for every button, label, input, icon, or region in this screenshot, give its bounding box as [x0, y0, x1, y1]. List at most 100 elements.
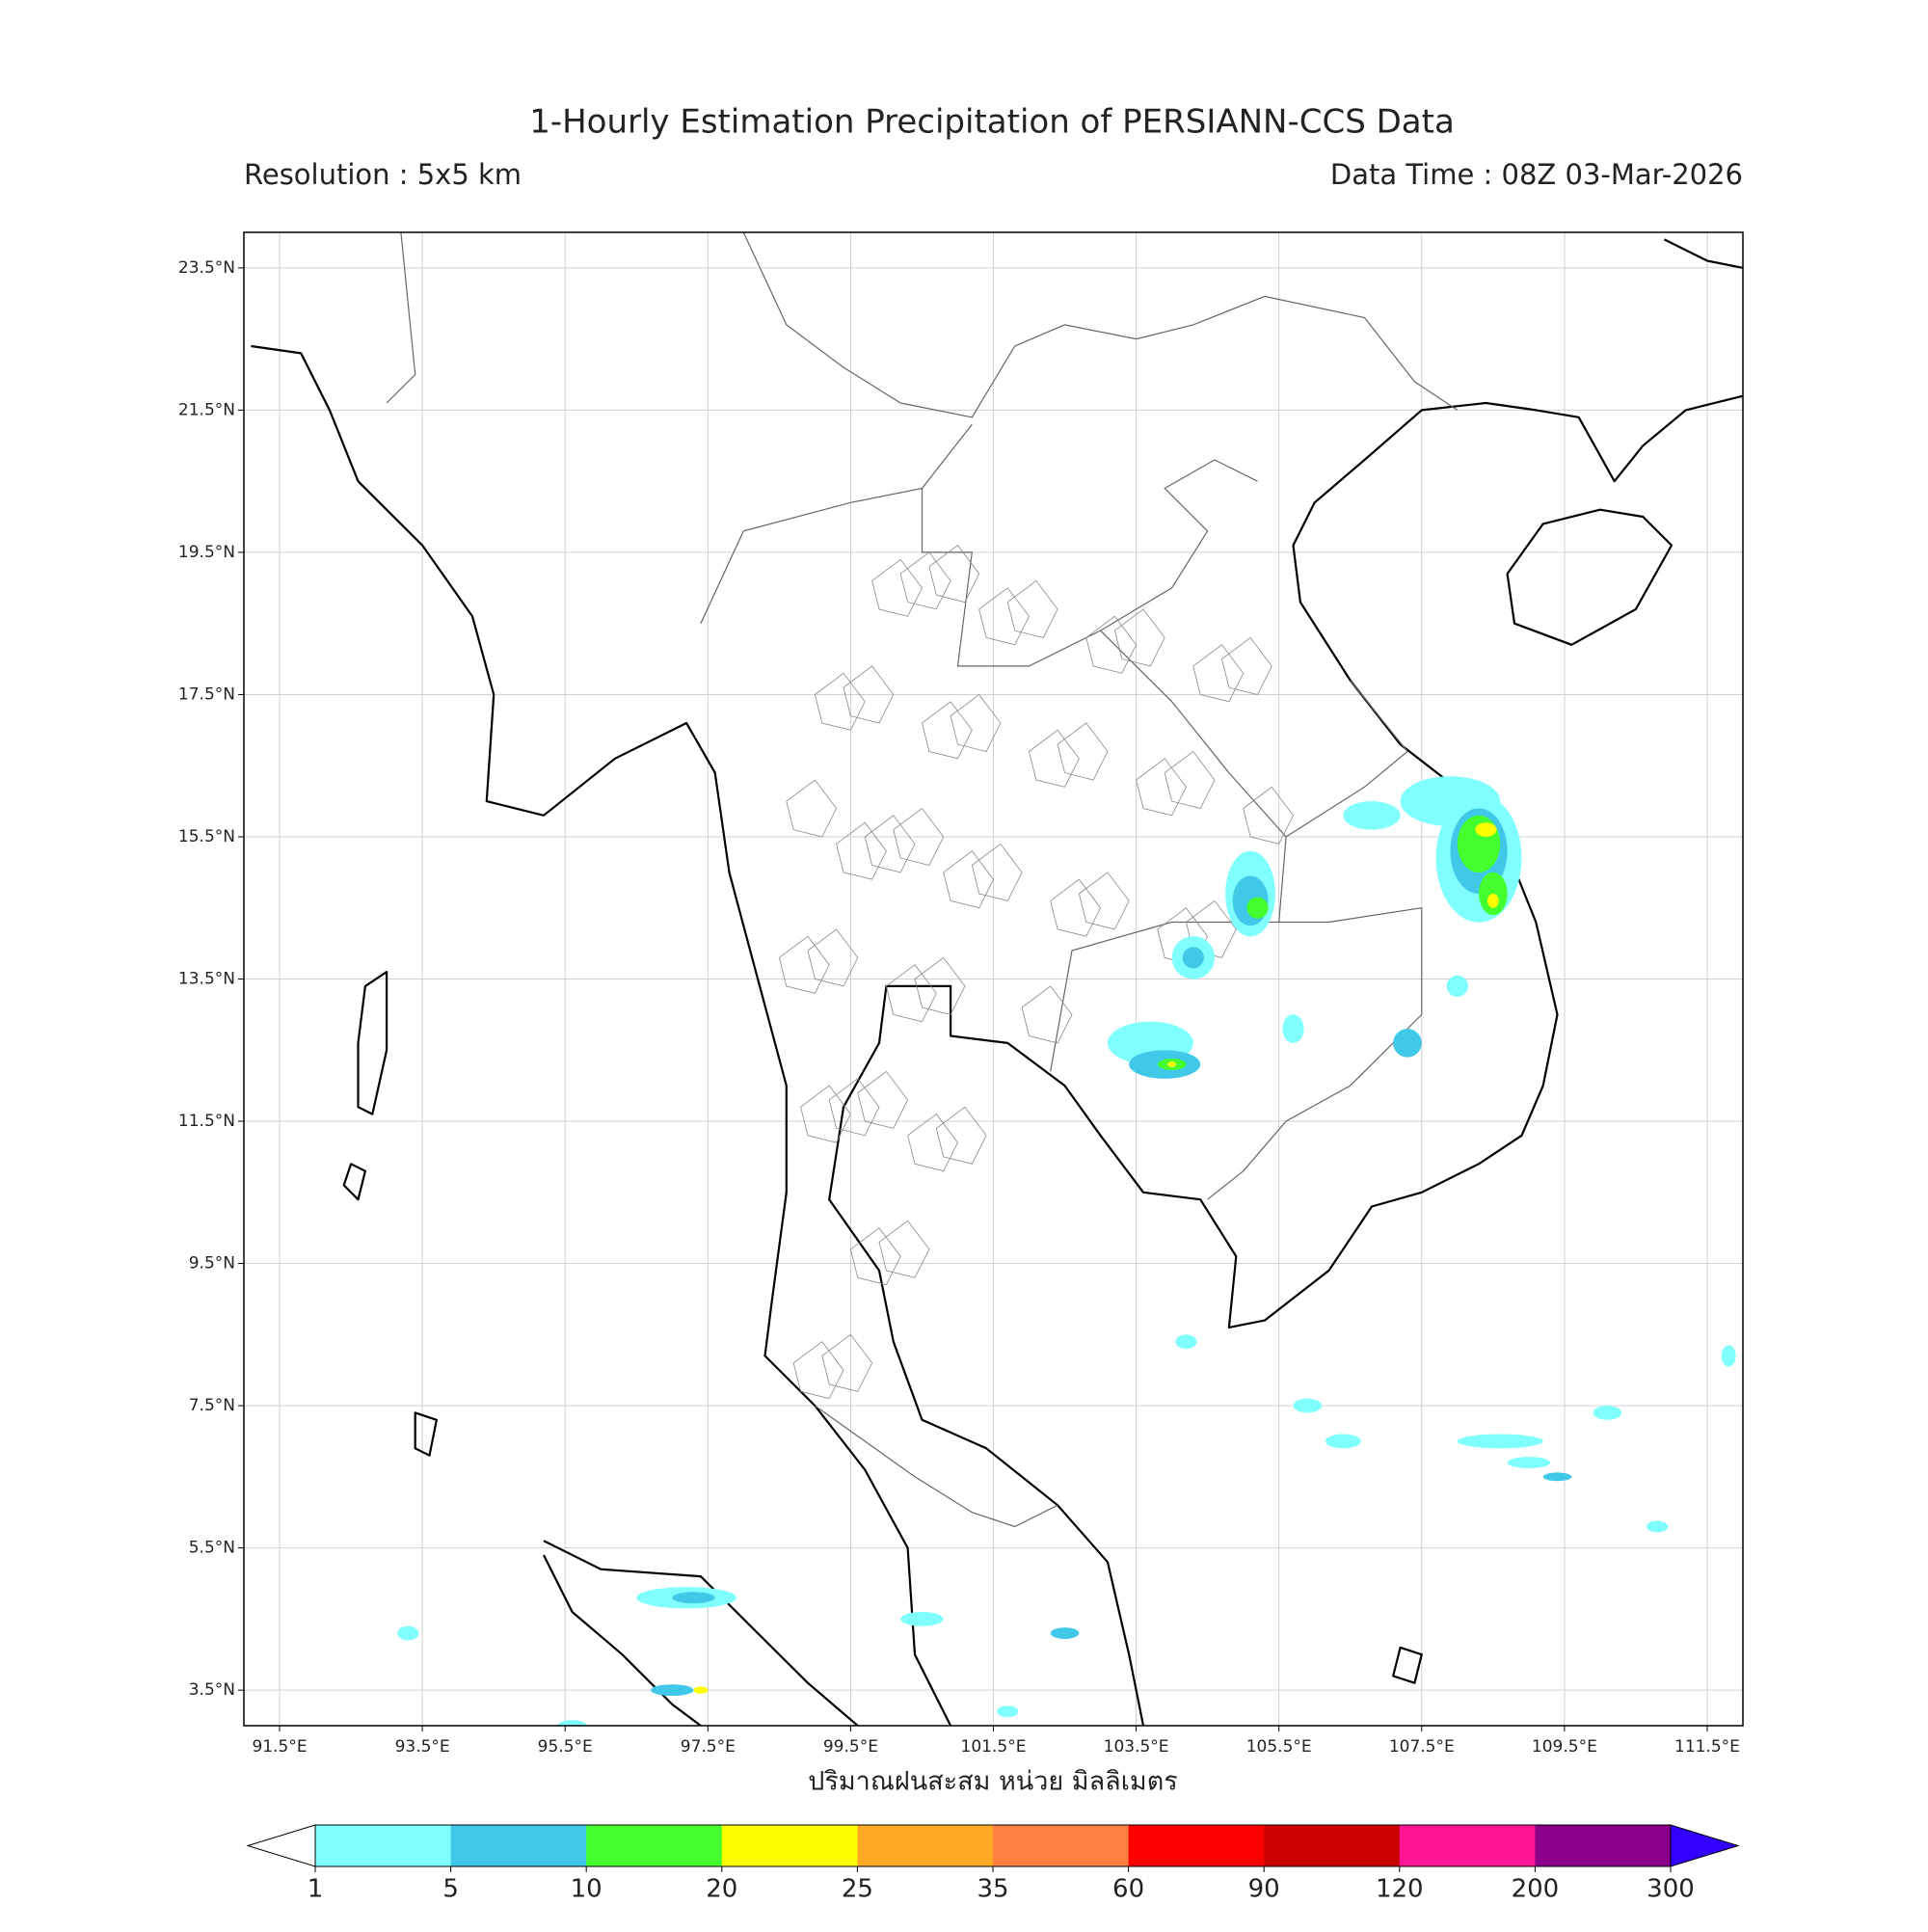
island	[414, 1411, 438, 1457]
colorbar: 1 5 10 20 25 35 60 90 120 200 300	[246, 1824, 1740, 1904]
rain-patch	[1182, 947, 1204, 969]
province	[878, 1220, 930, 1278]
colorbar-label: 200	[1512, 1875, 1560, 1904]
province	[849, 1227, 901, 1286]
rain-patch	[1446, 975, 1468, 997]
province	[1113, 608, 1165, 667]
border	[1100, 459, 1258, 631]
coastline	[1664, 238, 1743, 269]
rain-patch	[1457, 815, 1501, 872]
province	[914, 956, 966, 1015]
border	[386, 232, 416, 404]
map	[244, 232, 1743, 1726]
province	[1021, 985, 1073, 1044]
x-tick-label: 95.5°E	[538, 1737, 593, 1757]
border	[815, 1405, 1058, 1528]
province	[1078, 872, 1130, 930]
province	[1243, 786, 1294, 845]
rain-patch	[693, 1686, 709, 1694]
coastline	[543, 1554, 702, 1726]
coastline	[828, 394, 1743, 1726]
y-tick-label: 17.5°N	[178, 684, 235, 704]
province	[857, 1070, 909, 1129]
y-tick-label: 3.5°N	[189, 1680, 235, 1700]
province	[792, 1341, 844, 1400]
rain-patch	[1475, 822, 1497, 837]
province	[864, 815, 916, 873]
rain-patch	[1647, 1520, 1669, 1533]
rain-patch	[1167, 1061, 1177, 1067]
y-tick-label: 23.5°N	[178, 258, 235, 278]
province	[885, 964, 937, 1023]
province	[950, 693, 1002, 752]
province	[1057, 722, 1109, 781]
province	[828, 1078, 880, 1137]
province	[978, 587, 1030, 646]
x-tick-label: 111.5°E	[1674, 1737, 1740, 1757]
colorbar-label: 10	[571, 1875, 602, 1904]
x-tick-label: 97.5°E	[681, 1737, 736, 1757]
rain-patch	[1593, 1406, 1622, 1420]
x-tick-label: 105.5°E	[1246, 1737, 1312, 1757]
x-tick-label: 107.5°E	[1389, 1737, 1455, 1757]
province	[907, 1114, 958, 1172]
province	[1029, 729, 1080, 788]
province	[778, 935, 830, 994]
province	[1164, 750, 1216, 809]
rain-patch	[1325, 1434, 1361, 1449]
colorbar-label: 1	[308, 1875, 324, 1904]
x-tick-label: 103.5°E	[1104, 1737, 1169, 1757]
x-tick-label: 93.5°E	[395, 1737, 450, 1757]
rain-patch	[1457, 1434, 1543, 1449]
x-tick-label: 101.5°E	[961, 1737, 1027, 1757]
title: 1-Hourly Estimation Precipitation of PER…	[529, 103, 1455, 142]
rain-patch	[1486, 893, 1499, 908]
y-tick-label: 11.5°N	[178, 1112, 235, 1131]
province	[922, 701, 973, 760]
province	[928, 545, 980, 604]
province	[1136, 758, 1187, 817]
province	[971, 843, 1023, 901]
subtitle-left: Resolution : 5x5 km	[244, 158, 522, 191]
province	[800, 1085, 851, 1143]
coastline	[543, 1540, 859, 1726]
province	[899, 551, 951, 610]
colorbar-label: 90	[1248, 1875, 1280, 1904]
border	[1285, 680, 1408, 838]
province	[1221, 636, 1272, 695]
colorbar-under	[246, 1824, 316, 1867]
y-tick-label: 19.5°N	[178, 543, 235, 562]
border	[1207, 907, 1423, 1200]
province	[786, 779, 838, 838]
rain-patch	[672, 1592, 715, 1604]
province	[814, 672, 866, 731]
y-tick-label: 5.5°N	[189, 1539, 235, 1558]
colorbar-bin	[1264, 1825, 1401, 1866]
rain-patch	[900, 1611, 944, 1626]
colorbar-bin	[1399, 1825, 1536, 1866]
x-tick-label: 91.5°E	[252, 1737, 307, 1757]
province	[935, 1106, 987, 1165]
province	[821, 1333, 873, 1392]
rain-patch	[1343, 801, 1401, 830]
colorbar-bin	[857, 1825, 994, 1866]
colorbar-bin	[1128, 1825, 1265, 1866]
province	[1006, 579, 1058, 638]
province	[943, 850, 994, 909]
x-tick-label: 109.5°E	[1532, 1737, 1597, 1757]
colorbar-label: 5	[442, 1875, 459, 1904]
colorbar-label: 25	[842, 1875, 873, 1904]
subtitle-right: Data Time : 08Z 03-Mar-2026	[1330, 158, 1743, 191]
rain-patch	[1050, 1627, 1080, 1640]
rain-patch	[1721, 1345, 1736, 1367]
border	[700, 487, 1287, 1072]
colorbar-bin	[1535, 1825, 1672, 1866]
rain-patch	[997, 1705, 1019, 1718]
island	[1506, 508, 1674, 646]
colorbar-label: 300	[1647, 1875, 1695, 1904]
colorbar-bin	[721, 1825, 858, 1866]
colorbar-over	[1670, 1824, 1740, 1867]
y-tick-label: 13.5°N	[178, 970, 235, 989]
province	[1085, 615, 1138, 674]
y-tick-label: 7.5°N	[189, 1396, 235, 1415]
